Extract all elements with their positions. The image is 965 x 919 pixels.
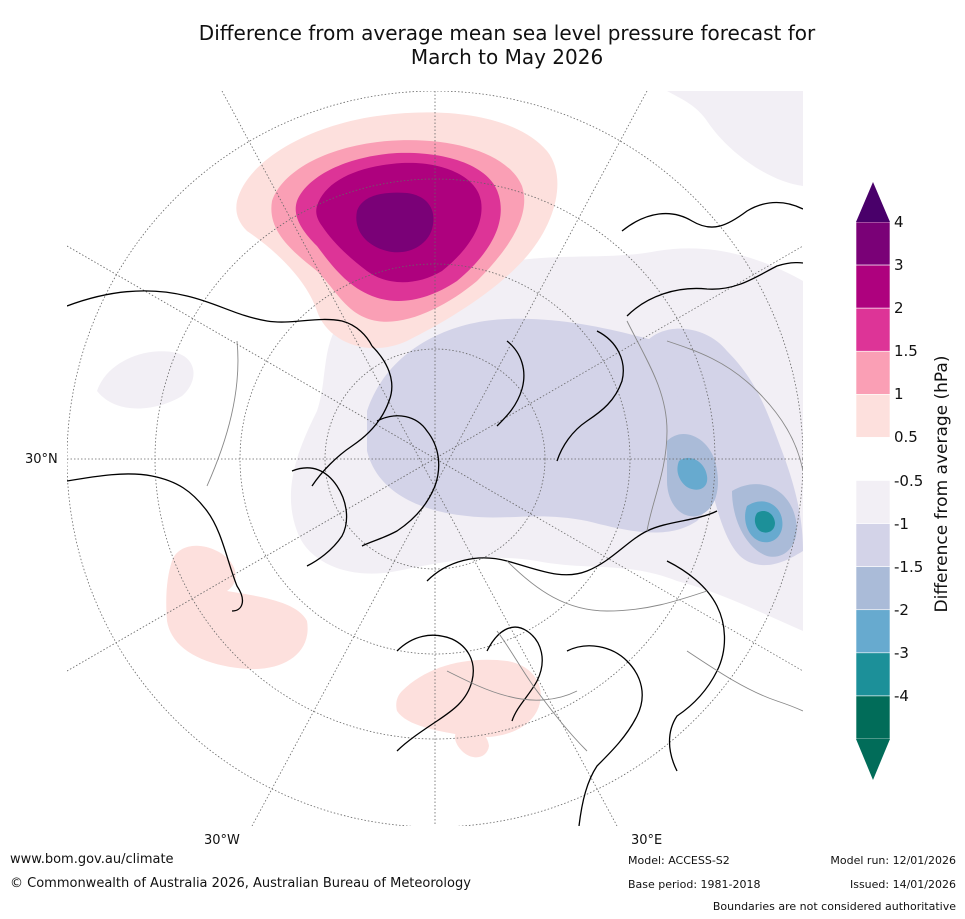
anomaly-pos-weak-balkans bbox=[454, 727, 489, 758]
lat-label-30n: 30°N bbox=[25, 452, 58, 467]
colorbar-bin bbox=[856, 350, 890, 395]
colorbar-bin bbox=[856, 523, 890, 567]
anomaly-neg-3-core bbox=[754, 511, 775, 533]
footer-issued: Issued: 14/01/2026 bbox=[849, 878, 956, 891]
anomaly-pos-weak-atlantic bbox=[166, 545, 308, 670]
lon-label-30e: 30°E bbox=[631, 833, 663, 848]
colorbar-bin bbox=[856, 437, 890, 481]
colorbar-bin bbox=[856, 609, 890, 654]
colorbar-extend-max bbox=[856, 182, 890, 222]
colorbar-tick-label: 3 bbox=[894, 256, 904, 275]
anomaly-pos-weak-mediterranean bbox=[396, 659, 541, 738]
colorbar-tick-label: -1 bbox=[894, 514, 909, 533]
polar-map bbox=[67, 91, 803, 826]
colorbar bbox=[856, 182, 890, 780]
lon-label-30w: 30°W bbox=[204, 833, 240, 848]
anomaly-pos-3-core bbox=[356, 192, 434, 253]
footer-base-period: Base period: 1981-2018 bbox=[628, 878, 761, 891]
colorbar-tick-label: -2 bbox=[894, 600, 909, 619]
colorbar-tick-label: 0.5 bbox=[894, 428, 918, 447]
colorbar-bin bbox=[856, 480, 890, 524]
footer-model: Model: ACCESS-S2 bbox=[628, 854, 730, 867]
anomaly-neg-2-asia bbox=[677, 457, 708, 490]
map-title: Difference from average mean sea level p… bbox=[0, 21, 965, 69]
footer-model-run: Model run: 12/01/2026 bbox=[830, 854, 956, 867]
colorbar-bin bbox=[856, 307, 890, 352]
colorbar-tick-label: 2 bbox=[894, 299, 904, 318]
colorbar-extend-min bbox=[856, 739, 890, 780]
colorbar-bin bbox=[856, 695, 890, 740]
colorbar-tick-label: 1 bbox=[894, 385, 904, 404]
anomaly-neg-moderate-arctic bbox=[367, 318, 714, 533]
graticule bbox=[67, 91, 803, 826]
colorbar-tick-label: -1.5 bbox=[894, 557, 924, 576]
colorbar-tick-label: 4 bbox=[894, 213, 904, 231]
footer-copyright: © Commonwealth of Australia 2026, Austra… bbox=[10, 876, 471, 891]
anomaly-shading bbox=[97, 91, 803, 758]
footer-disclaimer: Boundaries are not considered authoritat… bbox=[712, 900, 956, 913]
anomaly-neg-weak-northeast bbox=[667, 91, 803, 186]
colorbar-tick-label: -4 bbox=[894, 686, 909, 705]
colorbar-bin bbox=[856, 221, 890, 266]
colorbar-tick-label: -3 bbox=[894, 643, 909, 662]
colorbar-bin bbox=[856, 652, 890, 697]
footer-website[interactable]: www.bom.gov.au/climate bbox=[10, 852, 174, 867]
anomaly-neg-weak-canada bbox=[316, 412, 378, 462]
title-line-2: March to May 2026 bbox=[410, 45, 604, 69]
colorbar-tick-label: 1.5 bbox=[894, 342, 918, 361]
country-boundaries bbox=[206, 320, 803, 752]
colorbar-tick-label: -0.5 bbox=[894, 471, 924, 490]
colorbar-label: Difference from average (hPa) bbox=[932, 355, 952, 613]
anomaly-neg-weak-pacific bbox=[97, 351, 194, 409]
colorbar-bin bbox=[856, 394, 890, 438]
coastlines bbox=[67, 201, 803, 826]
colorbar-bin bbox=[856, 264, 890, 309]
colorbar-bin bbox=[856, 566, 890, 611]
title-line-1: Difference from average mean sea level p… bbox=[198, 21, 816, 45]
